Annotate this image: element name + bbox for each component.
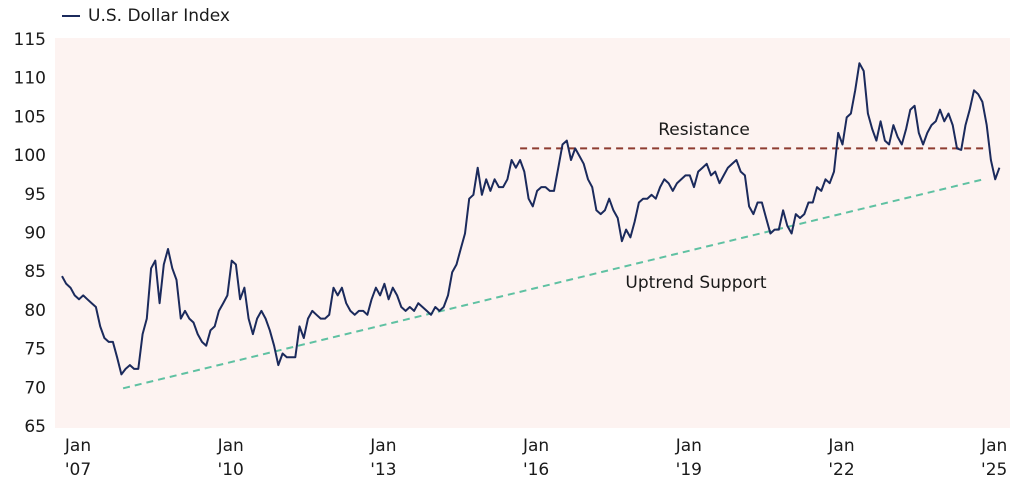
x-tick-label: Jan '07	[64, 436, 92, 480]
y-tick-label: 85	[24, 262, 46, 282]
y-tick-label: 100	[14, 146, 46, 166]
x-tick-label: Jan '25	[981, 436, 1008, 480]
y-tick-label: 110	[14, 69, 46, 89]
y-tick-label: 75	[24, 340, 46, 360]
x-tick-label: Jan '10	[217, 436, 244, 480]
annotation: Resistance	[658, 120, 750, 140]
x-tick-label: Jan '13	[370, 436, 397, 480]
x-tick-label: Jan '16	[522, 436, 550, 480]
x-tick-label: Jan '22	[828, 436, 855, 480]
y-tick-label: 90	[24, 224, 46, 244]
annotation: Uptrend Support	[625, 273, 766, 293]
trendline	[122, 178, 984, 390]
y-tick-label: 80	[24, 301, 46, 321]
legend-label: U.S. Dollar Index	[88, 6, 230, 26]
data-line	[61, 62, 1001, 376]
y-tick-label: 65	[24, 417, 46, 437]
x-tick-label: Jan '19	[675, 436, 702, 480]
y-tick-label: 95	[24, 185, 46, 205]
y-tick-label: 105	[14, 107, 46, 127]
y-tick-label: 70	[24, 378, 46, 398]
plot-background	[55, 38, 1010, 428]
y-tick-label: 115	[14, 30, 46, 50]
